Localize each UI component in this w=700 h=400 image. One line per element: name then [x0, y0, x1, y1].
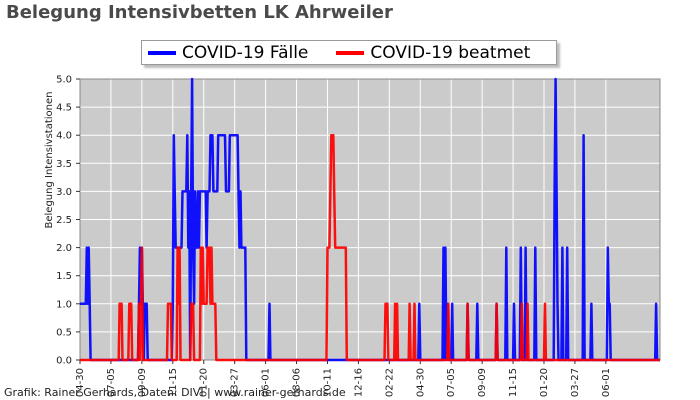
chart-title: Belegung Intensivbetten LK Ahrweiler: [6, 2, 393, 23]
x-tick-label: 04-30: [415, 368, 426, 397]
legend-swatch-beatmet: [336, 50, 365, 55]
y-tick-label: 1.5: [56, 271, 72, 282]
x-tick-label: 07-05: [446, 368, 457, 397]
x-tick-label: 12-16: [353, 368, 364, 397]
y-tick-label: 3.5: [56, 159, 72, 170]
legend-item-faelle: COVID-19 Fälle: [142, 43, 308, 63]
legend: COVID-19 Fälle COVID-19 beatmet: [141, 40, 557, 65]
legend-swatch-faelle: [148, 50, 176, 55]
y-axis-label: Belegung Intensivstationen: [44, 91, 55, 228]
x-tick-label: 08-06: [292, 368, 303, 397]
x-tick-label: 01-20: [199, 368, 210, 397]
legend-label-faelle: COVID-19 Fälle: [182, 42, 309, 63]
x-tick-label: 04-30: [75, 368, 86, 397]
footer-credit: Grafik: Rainer Gerhards, Daten: DIVI | w…: [4, 386, 346, 399]
x-tick-label: 10-11: [322, 368, 333, 397]
y-tick-label: 2.5: [56, 215, 72, 226]
y-tick-label: 5.0: [56, 75, 72, 86]
x-tick-label: 06-01: [261, 368, 272, 397]
y-tick-label: 0.0: [56, 356, 72, 367]
x-tick-label: 11-15: [508, 368, 519, 397]
series-lines: [80, 77, 660, 362]
x-tick-label: 01-20: [539, 368, 550, 397]
y-tick-label: 0.5: [56, 327, 72, 338]
legend-item-beatmet: COVID-19 beatmet: [330, 43, 530, 63]
x-tick-label: 03-27: [570, 368, 581, 397]
y-tick-label: 4.0: [56, 131, 72, 142]
x-tick-label: 09-09: [477, 368, 488, 397]
y-axis-ticks: 0.0 0.5 1.0 1.5 2.0 2.5 3.0 3.5 4.0 4.5 5.0: [56, 75, 80, 367]
y-tick-label: 4.5: [56, 103, 72, 114]
y-tick-label: 3.0: [56, 187, 72, 198]
y-tick-label: 1.0: [56, 299, 72, 310]
x-tick-label: 02-22: [384, 368, 395, 397]
x-axis-ticks: 04-30 07-05 09-09 11-15 01-20 03-27 06-01 08-06…: [75, 360, 612, 397]
x-tick-label: 06-01: [601, 368, 612, 397]
y-tick-label: 2.0: [56, 243, 72, 254]
x-tick-label: 09-09: [137, 368, 148, 397]
legend-label-beatmet: COVID-19 beatmet: [370, 42, 531, 63]
x-tick-label: 07-05: [106, 368, 117, 397]
x-tick-label: 03-27: [230, 368, 241, 397]
x-tick-label: 11-15: [168, 368, 179, 397]
series-line-beatmet: [80, 133, 660, 362]
